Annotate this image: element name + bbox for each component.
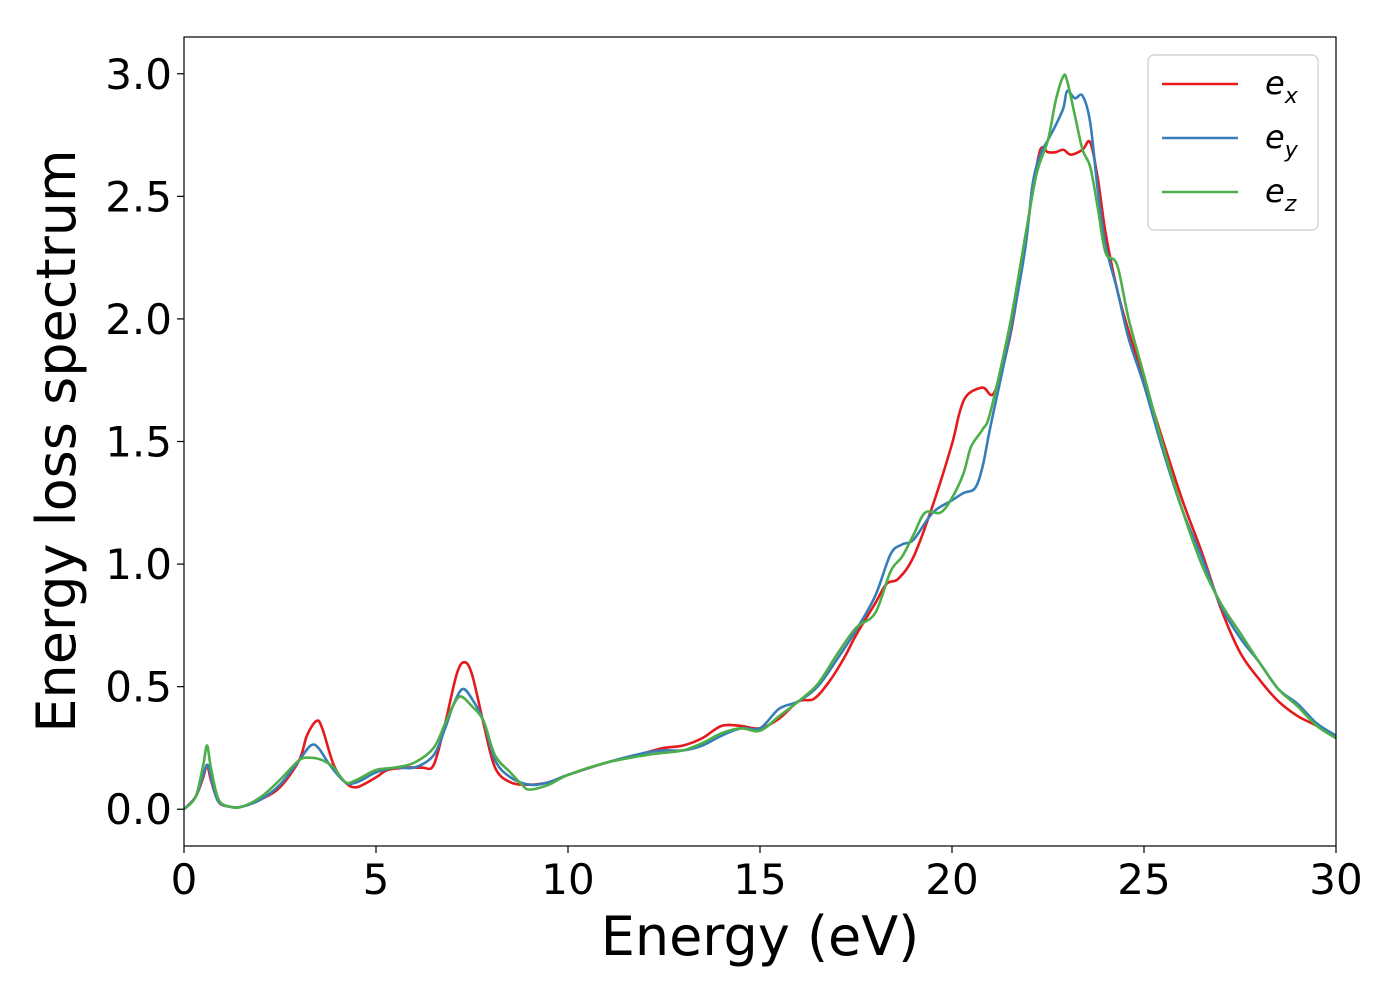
x-tick-label: 10 (541, 855, 594, 904)
series-line-z (184, 73, 1336, 811)
x-axis-title: Energy (eV) (601, 905, 920, 968)
y-tick-label: 3.0 (105, 50, 172, 99)
y-tick-label: 1.0 (105, 540, 172, 589)
legend-label-base: e (1265, 64, 1285, 102)
legend-label-subscript: y (1284, 138, 1299, 163)
x-tick-label: 15 (733, 855, 786, 904)
x-tick-label: 20 (925, 855, 978, 904)
x-tick-label: 25 (1117, 855, 1170, 904)
y-tick-label: 1.5 (105, 418, 172, 467)
y-axis-ticks: 0.0 0.5 1.0 1.5 2.0 2.5 3.0 (105, 50, 184, 834)
legend-label-y: ey (1265, 118, 1299, 163)
x-tick-label: 30 (1309, 855, 1362, 904)
legend-label-base: e (1265, 172, 1285, 210)
legend-label-subscript: z (1284, 192, 1297, 217)
series-lines (184, 73, 1336, 811)
y-tick-label: 2.0 (105, 295, 172, 344)
legend-label-z: ez (1265, 172, 1297, 217)
x-tick-label: 0 (171, 855, 198, 904)
y-tick-label: 2.5 (105, 172, 172, 221)
x-tick-label: 5 (363, 855, 390, 904)
y-tick-label: 0.0 (105, 785, 172, 834)
x-axis-ticks: 0 5 10 15 20 25 30 (171, 846, 1363, 904)
legend-box (1147, 54, 1319, 231)
legend-label-subscript: x (1284, 84, 1299, 109)
y-tick-label: 0.5 (105, 663, 172, 712)
legend-label-x: ex (1265, 64, 1299, 109)
legend-label-base: e (1265, 118, 1285, 156)
series-line-x (184, 139, 1336, 811)
y-axis-title: Energy loss spectrum (25, 149, 88, 732)
